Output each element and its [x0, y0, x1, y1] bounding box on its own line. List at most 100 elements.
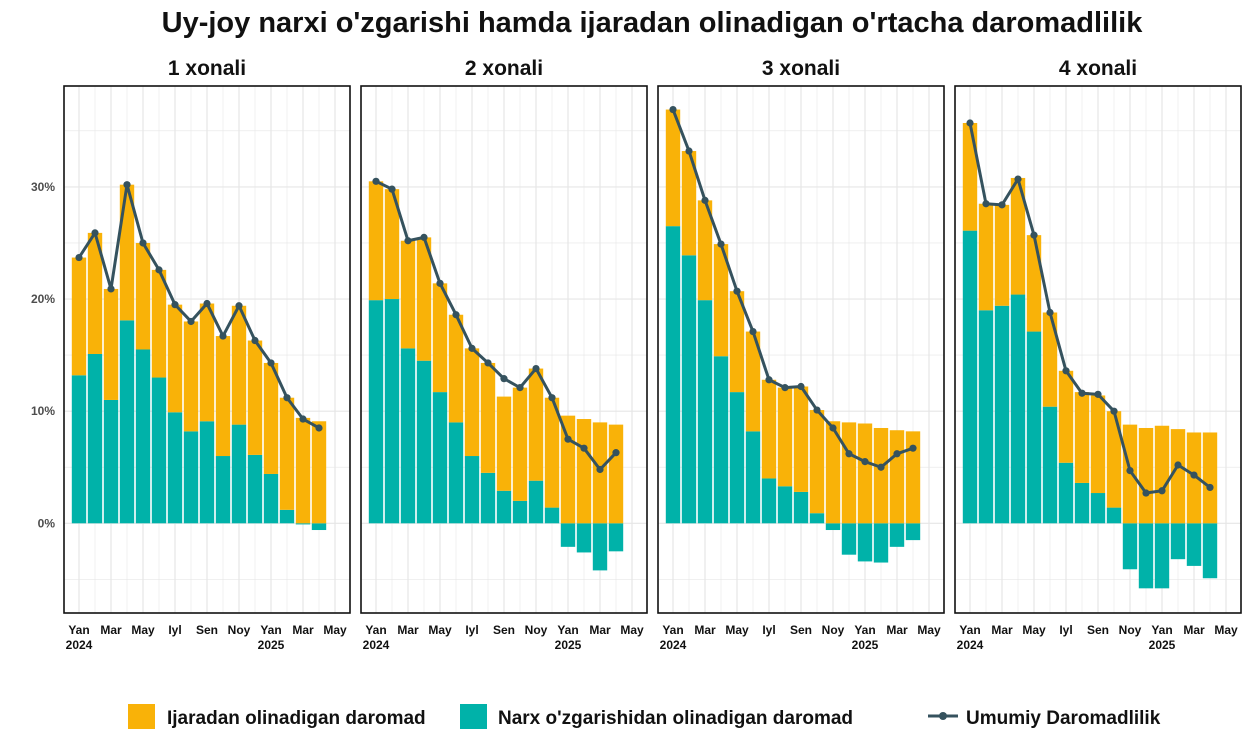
bar-price — [962, 230, 978, 524]
bar-rent — [761, 379, 777, 479]
bar-rent — [1074, 392, 1090, 483]
bar-rent — [1042, 312, 1058, 407]
bar-rent — [825, 421, 841, 524]
x-tick-label: May — [1214, 623, 1238, 637]
legend: Ijaradan olinadigan daromad Narx o'zgari… — [128, 704, 1161, 729]
x-tick-label: Noy — [1119, 623, 1142, 637]
total-point — [267, 359, 275, 367]
panel-frame — [954, 85, 1242, 614]
bar-rent — [400, 240, 416, 349]
total-point — [797, 382, 805, 391]
total-point — [909, 444, 917, 452]
bar-rent — [994, 204, 1010, 306]
x-tick-label: Iyl — [465, 623, 478, 637]
bar-rent — [962, 123, 978, 231]
x-tick-label: Sen — [1087, 623, 1109, 637]
total-point — [1062, 367, 1070, 375]
total-point — [484, 359, 492, 367]
x-tick-label: May — [725, 623, 749, 637]
bar-price — [247, 454, 263, 524]
bar-rent — [151, 269, 167, 378]
bar-price — [464, 456, 480, 524]
total-point — [548, 394, 556, 402]
bar-price — [905, 523, 921, 541]
bar-rent — [311, 421, 327, 524]
bar-price — [1010, 294, 1026, 524]
total-point — [251, 336, 259, 345]
bar-rent — [512, 387, 528, 501]
panel-frame — [657, 85, 945, 614]
x-tick-label: May — [917, 623, 941, 637]
chart-title: Uy-joy narxi o'zgarishi hamda ijaradan o… — [162, 7, 1144, 39]
bar-price — [103, 399, 119, 524]
y-tick-label: 10% — [31, 404, 55, 418]
x-tick-label: Sen — [196, 623, 218, 637]
x-tick-label: Noy — [822, 623, 845, 637]
x-tick-label: May — [620, 623, 644, 637]
x-tick-label: Mar — [886, 623, 908, 637]
x-tick-label: Sen — [790, 623, 812, 637]
total-point — [372, 177, 380, 185]
x-tick-label: May — [323, 623, 347, 637]
total-line — [77, 183, 320, 430]
total-point — [893, 450, 901, 458]
bar-price — [199, 421, 215, 524]
x-tick-label: Yan — [662, 623, 683, 637]
bar-rent — [416, 237, 432, 361]
total-point — [1174, 461, 1182, 469]
x-tick-label: Yan — [557, 623, 578, 637]
x-tick-label: Mar — [397, 623, 419, 637]
bar-rent — [697, 200, 713, 301]
bar-price — [167, 412, 183, 524]
bar-price — [1074, 482, 1090, 524]
legend-swatch-price — [460, 704, 487, 729]
total-point — [1014, 175, 1022, 183]
bar-price — [1058, 462, 1074, 524]
bar-price — [978, 310, 994, 524]
total-point — [171, 301, 179, 309]
total-point — [75, 253, 83, 262]
bar-rent — [576, 419, 592, 524]
bar-rent — [713, 244, 729, 357]
bar-rent — [247, 340, 263, 455]
bar-price — [384, 299, 400, 524]
total-line — [968, 122, 1211, 495]
total-line — [671, 109, 914, 469]
x-tick-label: Mar — [589, 623, 611, 637]
bar-rent — [729, 291, 745, 393]
bar-rent — [857, 423, 873, 524]
x-tick-label: Yan — [1151, 623, 1172, 637]
x-tick-year: 2024 — [66, 638, 93, 652]
bar-price — [416, 360, 432, 524]
panel-frame — [63, 85, 351, 614]
bar-price — [793, 491, 809, 524]
total-point — [861, 458, 869, 466]
total-point — [91, 229, 99, 237]
bar-price — [279, 509, 295, 524]
x-tick-label: May — [1022, 623, 1046, 637]
bar-rent — [745, 331, 761, 432]
bar-rent — [560, 415, 576, 524]
bar-price — [87, 353, 103, 524]
total-point — [315, 424, 323, 432]
bar-price — [1170, 523, 1186, 560]
y-tick-label: 30% — [31, 180, 55, 194]
x-tick-label: Mar — [100, 623, 122, 637]
bar-rent — [528, 368, 544, 481]
x-tick-label: Sen — [493, 623, 515, 637]
total-point — [781, 384, 789, 392]
bar-rent — [263, 362, 279, 474]
bar-price — [889, 523, 905, 547]
bar-price — [729, 392, 745, 524]
total-point — [155, 266, 163, 274]
bar-price — [1186, 523, 1202, 566]
bar-price — [512, 500, 528, 524]
bar-price — [1090, 493, 1106, 524]
bar-rent — [978, 203, 994, 311]
bar-price — [448, 422, 464, 524]
bar-rent — [1026, 235, 1042, 332]
bar-price — [1042, 406, 1058, 524]
